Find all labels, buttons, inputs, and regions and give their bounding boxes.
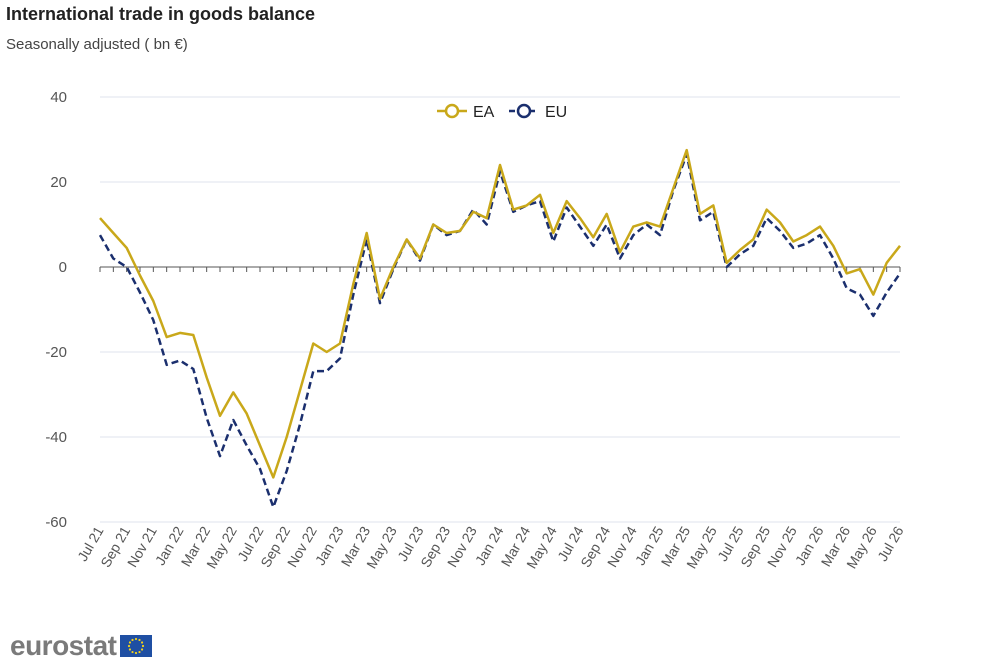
- flag-star: [141, 641, 144, 644]
- flag-star: [135, 637, 138, 641]
- y-tick-label: 0: [59, 259, 67, 276]
- legend-label: EA: [473, 104, 495, 121]
- legend-marker: [444, 103, 460, 119]
- flag-star: [142, 644, 145, 648]
- y-tick-label: 40: [50, 89, 67, 106]
- y-tick-label: -40: [45, 429, 67, 446]
- series-line-eu[interactable]: [98, 153, 902, 509]
- y-tick-label: -60: [45, 514, 67, 531]
- flag-star: [131, 650, 135, 654]
- series-layer: [98, 148, 902, 509]
- legend-label: EU: [545, 104, 567, 121]
- flag-star: [129, 641, 132, 644]
- legend-item-ea[interactable]: EA: [437, 103, 495, 121]
- flag-star: [138, 638, 142, 642]
- legend-marker: [516, 103, 532, 119]
- flag-star: [135, 651, 138, 655]
- chart-title: International trade in goods balance: [6, 4, 316, 24]
- grid-layer: [100, 96, 900, 523]
- y-tick-label: 20: [50, 174, 67, 191]
- eu-flag-icon: [120, 635, 153, 657]
- y-axis-ticks: 40 20 0 -20 -40 -60: [45, 89, 67, 531]
- flag-star: [138, 650, 142, 654]
- logo-text: eurostat: [10, 630, 117, 661]
- flag-star: [129, 648, 132, 651]
- x-tick-label: Jul 26: [874, 523, 907, 564]
- y-tick-label: -20: [45, 344, 67, 361]
- series-line-ea[interactable]: [99, 148, 901, 479]
- flag-star: [128, 644, 131, 648]
- flag-star: [131, 638, 135, 642]
- flag-star: [141, 648, 144, 651]
- eurostat-logo: eurostat: [10, 630, 153, 662]
- legend-item-eu[interactable]: EU: [509, 103, 567, 121]
- chart-subtitle: Seasonally adjusted ( bn €): [6, 36, 188, 53]
- legend[interactable]: EA EU: [437, 103, 567, 121]
